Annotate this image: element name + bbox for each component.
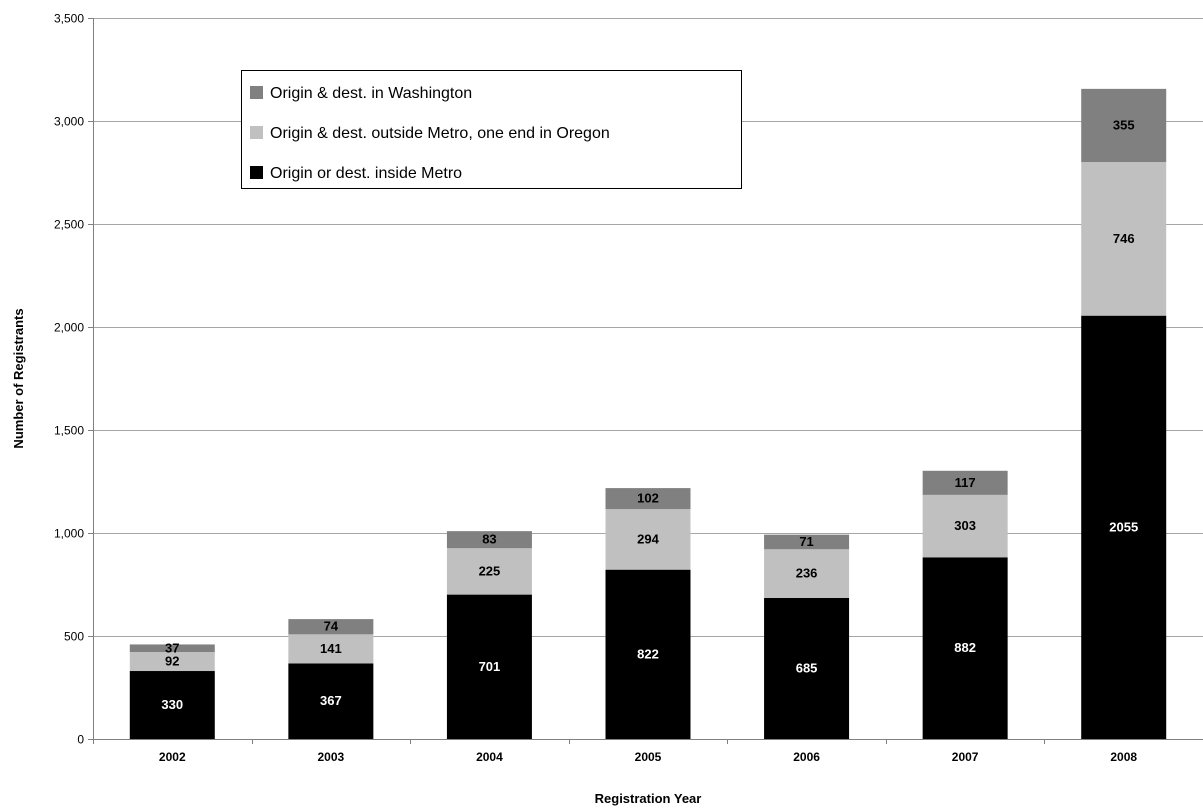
- data-label: 37: [165, 640, 179, 655]
- bar-segment: [288, 634, 374, 664]
- y-tick-label: 1,500: [54, 424, 84, 438]
- bar-segment: [129, 652, 215, 672]
- data-label: 74: [324, 619, 339, 634]
- legend-label: Origin & dest. outside Metro, one end in…: [270, 125, 610, 142]
- x-tick-label: 2005: [635, 750, 662, 764]
- bar-segment: [605, 509, 691, 570]
- data-label: 330: [161, 697, 183, 712]
- bar-segment: [764, 534, 850, 550]
- y-tick-label: 500: [64, 630, 84, 644]
- data-label: 355: [1113, 117, 1135, 132]
- y-tick-label: 2,000: [54, 321, 84, 335]
- bar-segment: [446, 594, 532, 739]
- y-tick-label: 0: [77, 733, 84, 747]
- y-axis-title: Number of Registrants: [11, 308, 26, 448]
- bar-segment: [922, 494, 1008, 558]
- y-tick-label: 1,000: [54, 527, 84, 541]
- bar-segment: [605, 488, 691, 510]
- data-label: 236: [796, 566, 818, 581]
- x-axis-title: Registration Year: [595, 791, 702, 806]
- x-tick-label: 2004: [476, 750, 503, 764]
- bar-segment: [288, 619, 374, 635]
- data-label: 225: [479, 563, 501, 578]
- data-label: 71: [799, 534, 813, 549]
- data-label: 303: [954, 518, 976, 533]
- bar-segment: [129, 644, 215, 653]
- x-tick-label: 2006: [793, 750, 820, 764]
- data-label: 746: [1113, 231, 1135, 246]
- x-tick-label: 2007: [952, 750, 979, 764]
- bar-segment: [1081, 88, 1167, 162]
- data-label: 701: [479, 659, 501, 674]
- legend-box: [241, 70, 742, 189]
- x-tick-label: 2003: [318, 750, 345, 764]
- legend-swatch: [250, 86, 263, 99]
- bar-segment: [446, 548, 532, 595]
- data-label: 141: [320, 641, 342, 656]
- bars: [129, 88, 1167, 739]
- bar-segment: [288, 663, 374, 739]
- bar-segment: [764, 597, 850, 739]
- data-label: 92: [165, 654, 179, 669]
- data-label: 367: [320, 693, 342, 708]
- y-tick-label: 3,000: [54, 115, 84, 129]
- data-label: 882: [954, 640, 976, 655]
- bar-segment: [1081, 315, 1167, 739]
- bar-segment: [922, 470, 1008, 495]
- axes: [88, 18, 1203, 744]
- bar-segment: [446, 531, 532, 549]
- legend-swatch: [250, 126, 263, 139]
- y-tick-label: 2,500: [54, 218, 84, 232]
- legend: Origin & dest. in Washington Origin & des…: [241, 70, 742, 189]
- x-tick-label: 2008: [1110, 750, 1137, 764]
- bar-segment: [129, 671, 215, 739]
- bar-segment: [764, 549, 850, 598]
- x-tick-label: 2002: [159, 750, 186, 764]
- legend-swatch: [250, 166, 263, 179]
- data-label: 2055: [1109, 519, 1138, 534]
- y-tick-label: 3,500: [54, 12, 84, 26]
- data-label: 685: [796, 660, 818, 675]
- data-label: 822: [637, 646, 659, 661]
- legend-label: Origin or dest. inside Metro: [270, 165, 462, 182]
- legend-label: Origin & dest. in Washington: [270, 85, 472, 102]
- tick-labels: 0 500 1,000 1,500 2,000 2,500 3,000 3,500 2002 20…: [54, 12, 1137, 765]
- data-label: 83: [482, 532, 496, 547]
- bar-segment: [922, 557, 1008, 739]
- data-label: 102: [637, 491, 659, 506]
- bar-segment: [605, 569, 691, 739]
- data-label: 117: [955, 475, 976, 490]
- data-label: 294: [637, 531, 659, 546]
- bar-segment: [1081, 161, 1167, 316]
